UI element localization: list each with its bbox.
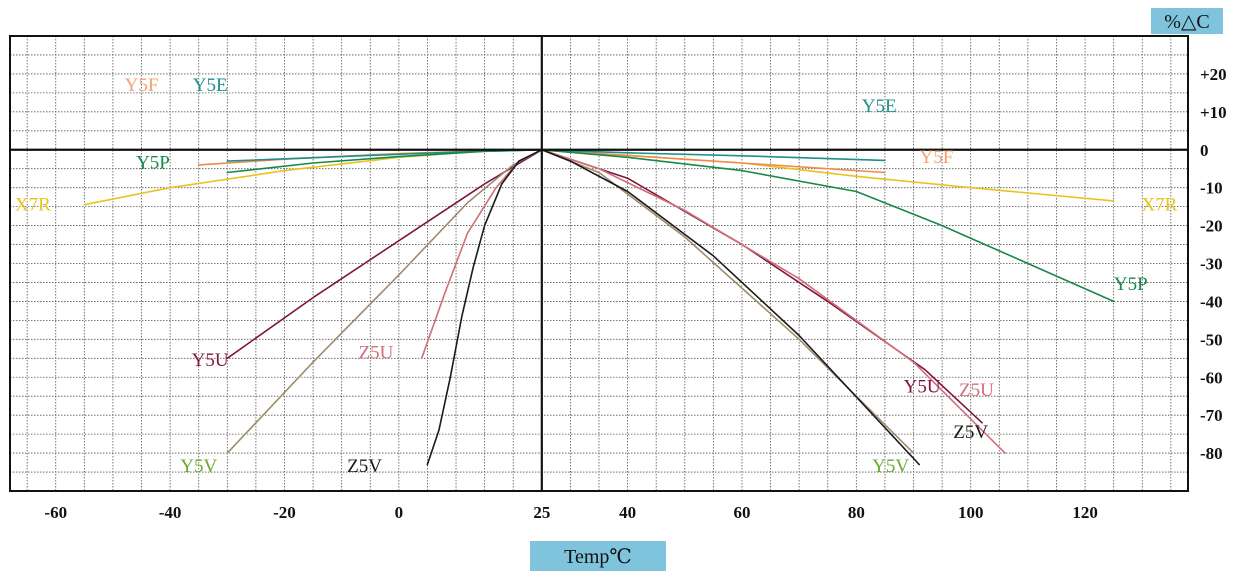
series-label-z5v: Z5V [953, 422, 988, 443]
x-tick-label: 40 [619, 503, 636, 522]
series-label-y5v: Y5V [872, 456, 909, 477]
ticks-layer: -60 -40 -20 0 25 40 60 80 100 120 +20 +10 0 -10 -20 -30… [44, 65, 1226, 522]
series-label-y5v: Y5V [180, 456, 217, 477]
series-label-x7r: X7R [1141, 194, 1177, 215]
series-label-y5e: Y5E [862, 96, 897, 117]
y-tick-label: +10 [1200, 103, 1227, 122]
x-tick-label: 60 [733, 503, 750, 522]
y-tick-label: -50 [1200, 330, 1223, 349]
y-tick-label: -60 [1200, 368, 1223, 387]
series-line-y5p [226, 149, 1115, 303]
y-tick-label: -20 [1200, 217, 1223, 236]
axes-layer [9, 35, 1189, 492]
series-layer [83, 149, 1115, 466]
y-tick-label: -70 [1200, 406, 1223, 425]
plot-frame [9, 35, 1189, 492]
series-label-y5e: Y5E [193, 75, 228, 96]
x-tick-label: 120 [1072, 503, 1098, 522]
series-label-y5u: Y5U [904, 376, 941, 397]
x-tick-label: -40 [159, 503, 182, 522]
x-tick-label: -60 [44, 503, 67, 522]
y-tick-label: -40 [1200, 292, 1223, 311]
x-tick-label: 100 [958, 503, 984, 522]
series-label-z5u: Z5U [359, 342, 394, 363]
series-label-y5f: Y5F [125, 75, 159, 96]
series-labels-layer: Y5F Y5E Y5P X7R Y5E Y5F X7R Y5P Y5U Z5U Y5V Z5V Y5U Z… [15, 75, 1178, 477]
y-tick-label: -10 [1200, 179, 1223, 198]
series-label-x7r: X7R [15, 194, 51, 215]
series-label-y5f: Y5F [919, 147, 953, 168]
series-line-z5v [426, 149, 921, 466]
series-label-y5p: Y5P [1114, 274, 1148, 295]
x-tick-label: 80 [848, 503, 865, 522]
y-tick-label: +20 [1200, 65, 1227, 84]
x-axis-label: Temp℃ [530, 541, 666, 571]
y-axis-label: %△C [1151, 8, 1223, 34]
series-label-z5v: Z5V [347, 456, 382, 477]
y-tick-label: 0 [1200, 141, 1209, 160]
grid-layer [10, 36, 1188, 491]
series-label-y5p: Y5P [136, 153, 170, 174]
y-tick-label: -80 [1200, 444, 1223, 463]
series-line-y5u [226, 149, 983, 424]
series-label-z5u: Z5U [959, 380, 994, 401]
series-label-y5u: Y5U [192, 350, 229, 371]
x-tick-label: 0 [395, 503, 404, 522]
x-tick-label: 25 [533, 503, 550, 522]
x-tick-label: -20 [273, 503, 296, 522]
y-tick-label: -30 [1200, 255, 1223, 274]
